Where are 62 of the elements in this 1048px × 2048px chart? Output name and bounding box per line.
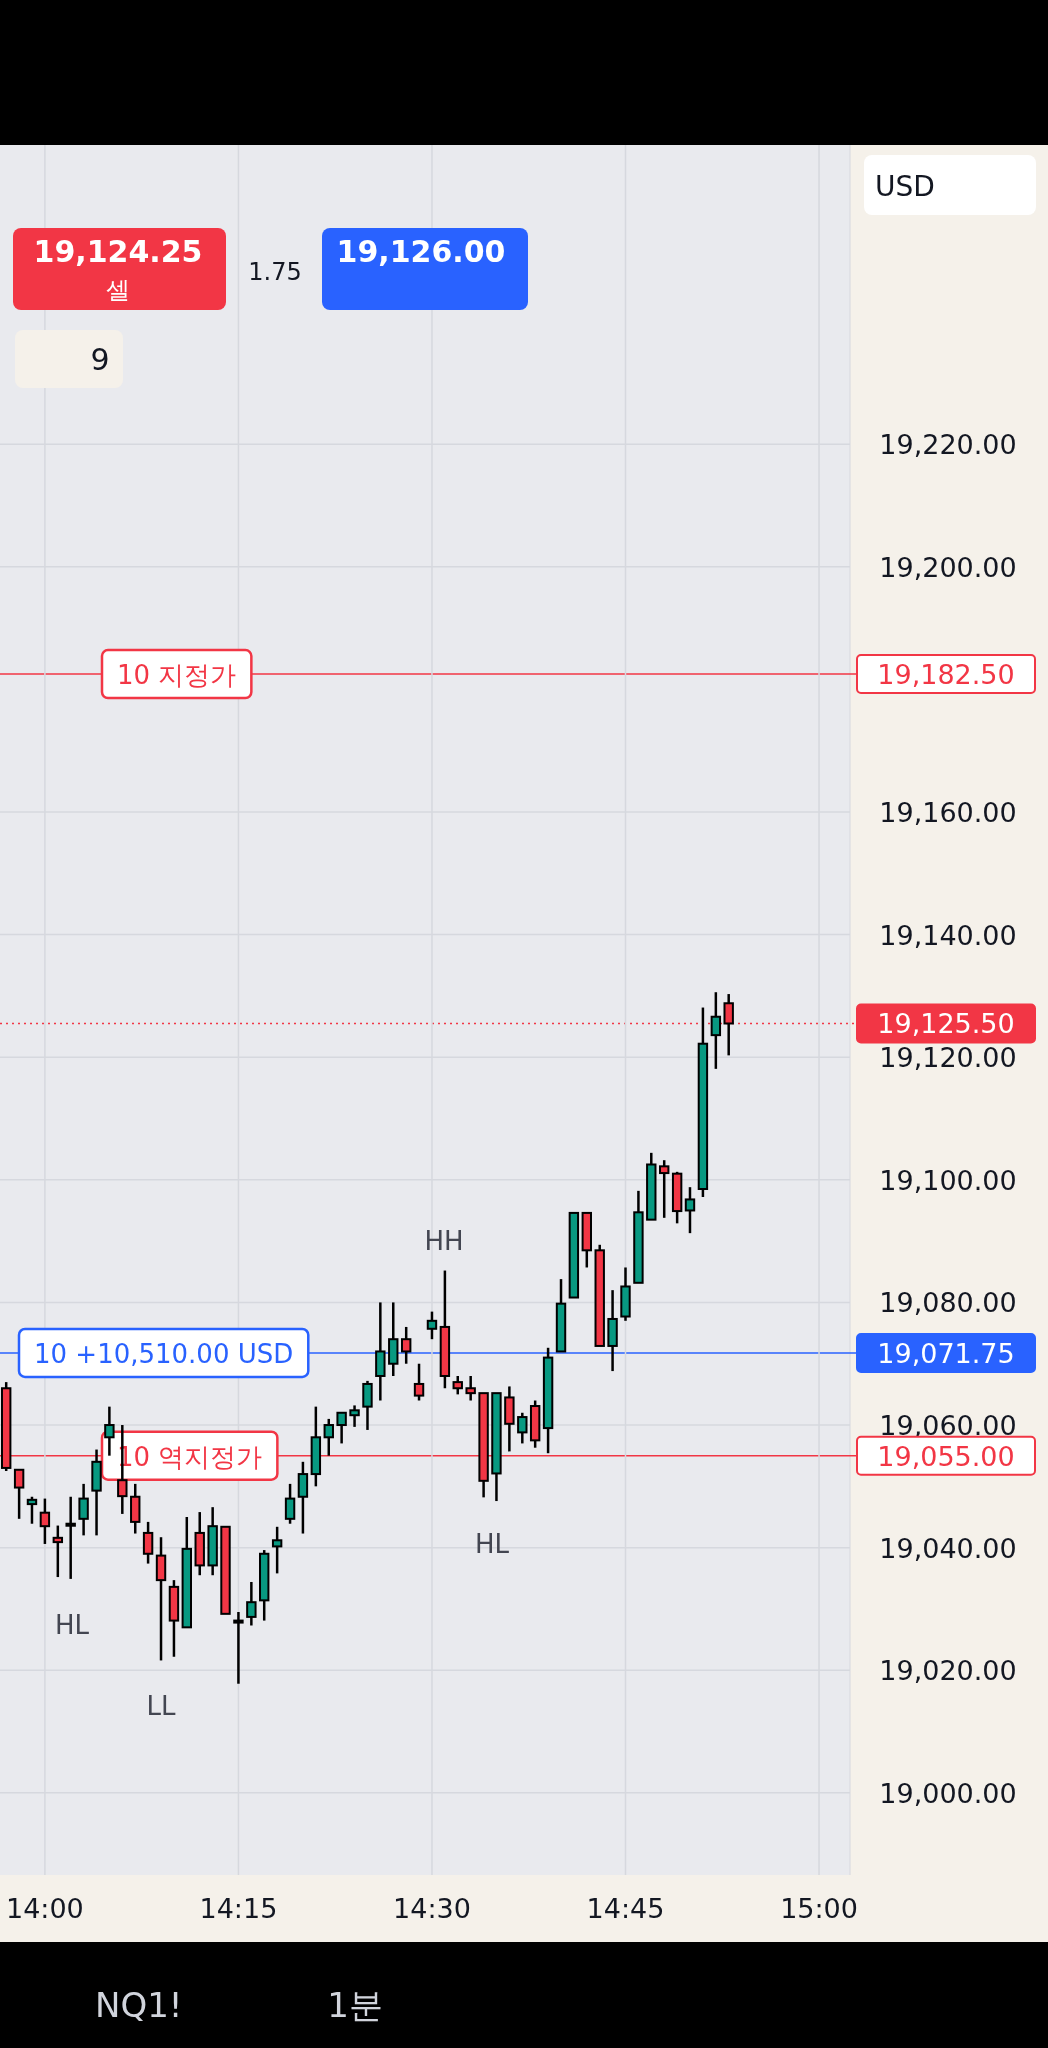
candlestick [233, 1610, 244, 1685]
candlestick [684, 1185, 696, 1235]
annotation: HH [424, 1226, 464, 1256]
candlestick [710, 990, 722, 1071]
candlestick [323, 1417, 334, 1457]
y-tick-label: 19,080.00 [879, 1287, 1017, 1319]
candlestick [465, 1374, 476, 1402]
y-tick-label: 19,120.00 [879, 1042, 1017, 1074]
order-label: 10 +10,510.00 USD [17, 1327, 310, 1379]
text: USD [875, 170, 935, 203]
candlestick [13, 1468, 25, 1521]
candlestick [52, 1524, 64, 1579]
annotation: 10 +10,510.00 USD [34, 1339, 294, 1369]
y-tick-label: 19,000.00 [879, 1777, 1017, 1809]
candlestick [271, 1525, 283, 1575]
candlestick [452, 1374, 463, 1396]
annotation: 19,126.00 [336, 234, 506, 269]
annotation: 1.75 [248, 258, 302, 286]
ref-line-label: 19,071.75 [877, 1338, 1015, 1369]
candlestick [78, 1482, 89, 1537]
y-tick-label: 19,220.00 [879, 429, 1017, 461]
y-tick-label: 19,160.00 [879, 796, 1017, 828]
y-tick-label: 19,100.00 [879, 1164, 1017, 1196]
candlestick [426, 1310, 438, 1341]
annotation: 19,124.25 [33, 234, 203, 269]
ref-line-label: 19,125.50 [877, 1008, 1015, 1040]
x-tick-label: 14:30 [393, 1893, 471, 1924]
annotation: 9 [90, 342, 110, 377]
text: 1분 [327, 1985, 383, 2025]
candlestick [349, 1404, 360, 1429]
candlestick [284, 1482, 296, 1525]
y-tick-label: 19,140.00 [879, 919, 1017, 951]
x-tick-label: 14:45 [586, 1893, 665, 1924]
candlestick [142, 1520, 154, 1565]
x-tick-label: 15:00 [780, 1893, 858, 1924]
ref-line-label: 19,182.50 [877, 659, 1015, 691]
annotation: HL [474, 1529, 510, 1559]
candlestick [39, 1497, 51, 1546]
x-tick-label: 14:00 [5, 1893, 84, 1924]
candlestick [297, 1460, 309, 1535]
x-tick-label: 14:15 [199, 1893, 278, 1924]
y-tick-label: 19,200.00 [879, 551, 1017, 583]
annotation: 10 지정가 [117, 660, 237, 691]
candlestick [26, 1495, 38, 1525]
candlestick [336, 1411, 347, 1445]
candlestick [362, 1379, 373, 1432]
candlestick [400, 1325, 412, 1365]
y-tick-label: 19,040.00 [879, 1532, 1017, 1564]
annotation: LL [146, 1691, 176, 1721]
ref-line-label: 19,055.00 [877, 1440, 1015, 1472]
candlestick [413, 1362, 425, 1402]
annotation: 셀 [106, 276, 130, 304]
text: NQ1! [95, 1985, 183, 2025]
candlestick [517, 1411, 528, 1445]
y-tick-label: 19,020.00 [879, 1655, 1017, 1687]
candlestick [246, 1580, 257, 1627]
candlestick [65, 1495, 76, 1581]
order-label: 10 지정가 [100, 648, 253, 700]
annotation: HL [54, 1610, 90, 1640]
candlestick [104, 1405, 115, 1457]
y-tick-label: 19,060.00 [879, 1410, 1017, 1442]
candlestick [659, 1158, 670, 1220]
